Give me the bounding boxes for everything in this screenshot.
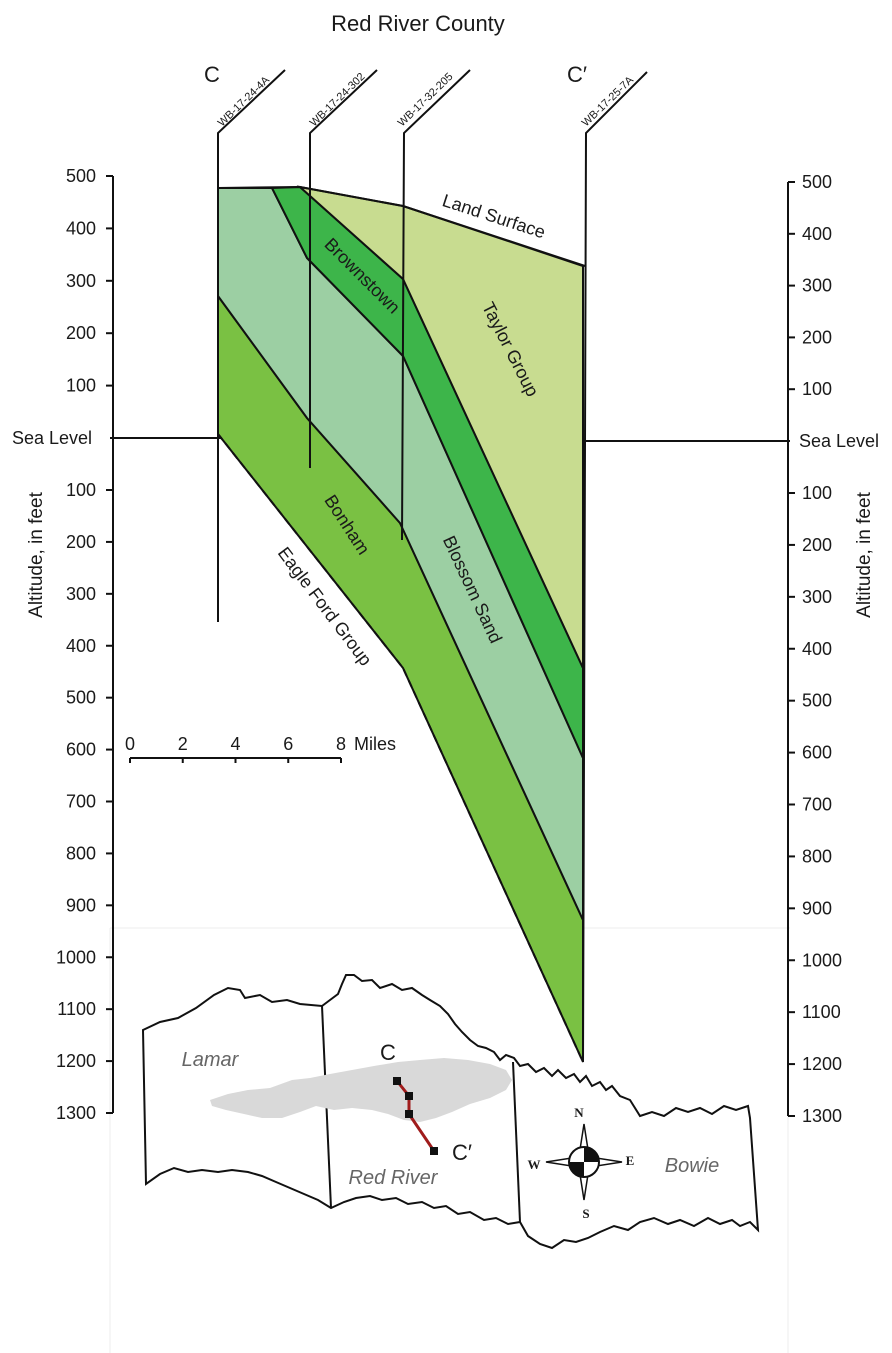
- county-red-river: Red River: [349, 1167, 439, 1189]
- right-axis-tick-label: 700: [802, 795, 832, 815]
- right-axis-title: Altitude, in feet: [854, 491, 875, 617]
- left-axis-tick-label: 800: [66, 843, 96, 863]
- left-axis-tick-label: 1200: [56, 1051, 96, 1071]
- land-surface-line: [217, 185, 586, 267]
- compass-e: E: [626, 1153, 635, 1168]
- scale-bar: 0 2 4 6 8: [125, 734, 346, 763]
- right-axis-tick-label: 1000: [802, 950, 842, 970]
- right-axis-tick-label: 300: [802, 587, 832, 607]
- well-3-label: WB-17-32-205: [396, 71, 456, 129]
- right-axis-tick-label: 900: [802, 898, 832, 918]
- map-well-3: [405, 1110, 413, 1118]
- left-axis-tick-label: 1100: [57, 999, 96, 1019]
- map-start-label: C: [380, 1040, 396, 1065]
- scale-bar-tick-label: 4: [230, 734, 240, 754]
- left-sea-level-label: Sea Level: [12, 428, 92, 448]
- outcrop-area: [210, 1058, 512, 1122]
- compass-n: N: [574, 1105, 584, 1120]
- scale-bar-tick-label: 0: [125, 734, 135, 754]
- left-axis-title: Altitude, in feet: [26, 491, 47, 617]
- figure-title: Red River County: [331, 11, 505, 36]
- compass-s: S: [582, 1206, 589, 1221]
- right-axis-tick-label: 100: [802, 379, 832, 399]
- right-sea-level-label: Sea Level: [799, 431, 879, 451]
- section-line-map: [395, 1080, 436, 1152]
- right-axis-tick-label: 100: [802, 483, 832, 503]
- scale-bar-tick-label: 2: [178, 734, 188, 754]
- county-line-east: [512, 1061, 521, 1223]
- right-axis-tick-label: 200: [802, 327, 832, 347]
- right-axis-tick-label: 500: [802, 172, 832, 192]
- county-bowie: Bowie: [665, 1155, 719, 1177]
- left-axis-tick-label: 100: [66, 376, 96, 396]
- compass-rose: N S W E: [528, 1105, 635, 1221]
- right-axis-tick-label: 1100: [802, 1002, 841, 1022]
- right-axis-tick-label: 400: [802, 224, 832, 244]
- left-axis-tick-label: 600: [66, 740, 96, 760]
- left-axis-tick-label: 900: [66, 895, 96, 915]
- right-axis-tick-label: 500: [802, 691, 832, 711]
- right-axis-tick-label: 200: [802, 535, 832, 555]
- left-axis-tick-label: 1000: [56, 947, 96, 967]
- left-axis-tick-label: 200: [66, 323, 96, 343]
- left-axis-tick-label: 400: [66, 218, 96, 238]
- compass-w: W: [528, 1157, 541, 1172]
- scale-bar-tick-label: 6: [283, 734, 293, 754]
- well-2-label: WB-17-24-302: [308, 71, 368, 129]
- well-1-label: WB-17-24-4A: [216, 74, 273, 129]
- right-axis-tick-label: 1300: [802, 1106, 842, 1126]
- eagle-ford-contact: [217, 433, 584, 1063]
- map-well-2: [405, 1092, 413, 1100]
- right-axis-tick-label: 800: [802, 846, 832, 866]
- left-axis-tick-label: 400: [66, 636, 96, 656]
- right-axis-tick-label: 400: [802, 639, 832, 659]
- map-well-1: [393, 1077, 401, 1085]
- left-axis-tick-label: 200: [66, 532, 96, 552]
- left-axis-tick-label: 700: [66, 792, 96, 812]
- map-end-label: C′: [452, 1140, 472, 1165]
- location-map: C C′ Lamar Red River Bowie N S W E: [141, 974, 760, 1250]
- left-axis-tick-label: 100: [66, 480, 96, 500]
- left-altitude-axis: 500 400 300 200 100 100 200 300 400 500 600 700 800 9…: [56, 166, 114, 1123]
- left-axis-tick-label: 300: [66, 584, 96, 604]
- left-axis-tick-label: 500: [66, 166, 96, 186]
- scale-bar-tick-label: 8: [336, 734, 346, 754]
- county-lamar: Lamar: [182, 1049, 240, 1071]
- well-4: WB-17-25-7A: [580, 71, 648, 1063]
- right-axis-tick-label: 600: [802, 743, 832, 763]
- left-axis-tick-label: 1300: [56, 1103, 96, 1123]
- right-altitude-axis: 500 400 300 200 100 100 200 300 400 500 600 700 800 9…: [787, 172, 842, 1126]
- section-end-label: C′: [567, 62, 587, 87]
- section-start-label: C: [204, 62, 220, 87]
- scale-bar-unit: Miles: [354, 734, 396, 754]
- left-axis-tick-label: 500: [66, 688, 96, 708]
- right-axis-tick-label: 1200: [802, 1054, 842, 1074]
- map-well-4: [430, 1147, 438, 1155]
- right-axis-tick-label: 300: [802, 276, 832, 296]
- left-axis-tick-label: 300: [66, 271, 96, 291]
- well-4-label: WB-17-25-7A: [580, 74, 637, 129]
